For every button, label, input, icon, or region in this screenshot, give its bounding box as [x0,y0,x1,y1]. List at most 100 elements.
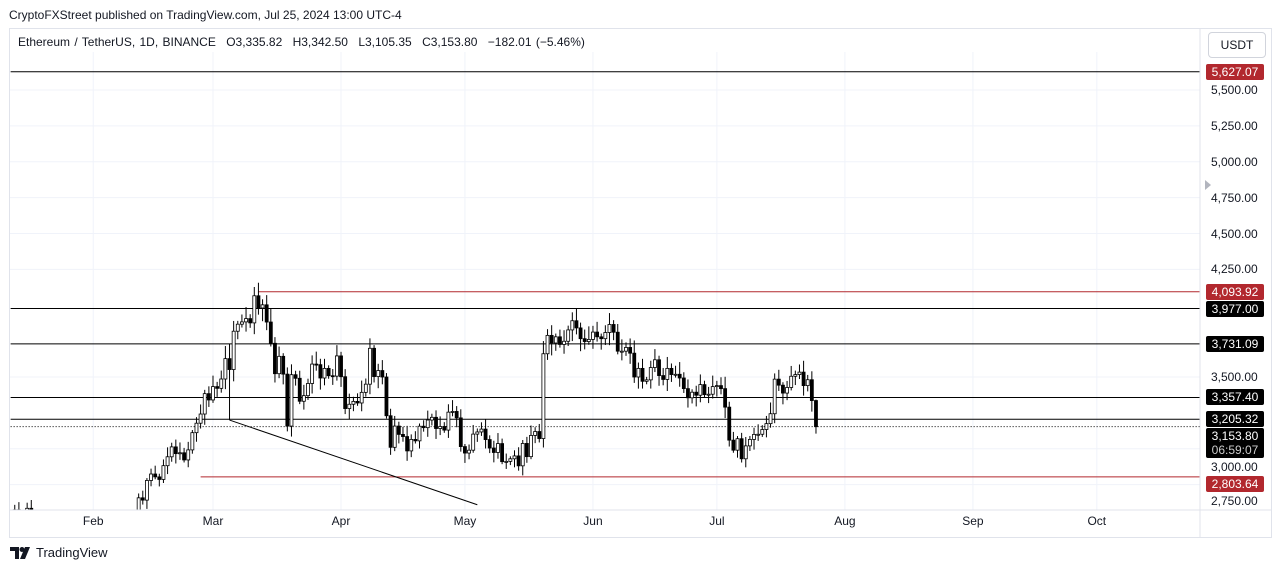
candle-body [339,355,343,378]
candle-body [133,519,136,520]
candle-body [632,352,637,378]
candle-body [739,438,744,460]
candle-body [698,384,703,396]
candle-body [161,465,166,480]
candle-body [562,340,566,345]
time-tick-label: Mar [202,514,224,528]
bar-countdown: 06:59:07 [1211,443,1259,458]
candle-body [479,428,484,433]
candle-body [211,386,215,401]
candle-body [330,375,335,378]
candle-body [615,331,620,352]
candle-body [240,321,244,325]
currency-button[interactable]: USDT [1208,32,1266,58]
candle-body [537,431,542,439]
candle-body [624,347,628,352]
candle-body [351,400,356,405]
candle-body [582,338,587,342]
candle-body [512,455,517,460]
candle-body [628,347,633,354]
candle-body [529,435,533,458]
time-tick-label: Jun [583,514,603,528]
candle-body [706,393,711,396]
candle-body [809,379,814,401]
time-tick-label: Aug [834,514,856,528]
candle-body [25,507,30,510]
candle-body [194,422,199,434]
candle-body [244,318,248,323]
candle-body [607,324,612,333]
symbol-name[interactable]: Ethereum / TetherUS, 1D, BINANCE [18,35,216,49]
price-tick-label: 5,000.00 [1211,154,1258,169]
ohlc-change: −182.01 (−5.46%) [487,35,585,49]
time-tick-label: Feb [82,514,104,528]
candle-body [458,417,463,447]
candle-body [223,358,228,380]
candle-body [112,539,115,549]
candle-body [735,438,740,451]
candle-body [681,377,686,390]
candle-body [640,367,645,382]
candle-body [121,531,124,532]
candle-body [384,376,389,417]
candle-body [463,446,467,454]
candle-body [516,455,521,467]
candle-body [731,439,736,451]
price-level-badge: 3,977.00 [1206,300,1264,317]
candle-body [38,522,41,525]
candle-body [467,449,471,454]
candle-body [16,509,21,510]
candle-body [117,531,120,538]
candle-body [785,387,789,394]
symbol-legend: Ethereum / TetherUS, 1D, BINANCE O3,335.… [18,35,591,49]
candle-body [471,433,476,451]
candle-body [46,525,49,527]
ohlc-close: C3,153.80 [422,35,478,49]
candle-body [686,388,690,399]
candle-body [665,367,670,380]
scroll-arrow-icon[interactable] [1205,180,1211,190]
candle-body [219,378,224,389]
candle-body [475,431,480,435]
time-tick-label: May [453,514,477,528]
candle-body [260,304,265,309]
candle-body [417,425,422,442]
candle-body [768,413,773,425]
candle-body [748,439,752,447]
candle-body [235,323,240,332]
candle-body [289,374,294,427]
candle-body [719,385,723,390]
candle-body [702,384,707,396]
candle-body [591,331,595,340]
candle-body [776,378,781,386]
candle-body [619,350,624,353]
price-level-badge: 3,153.80 06:59:07 [1206,428,1264,459]
candle-body [421,425,426,429]
candle-body [756,433,761,436]
candle-body [252,295,257,324]
candle-body [760,429,765,435]
candle-body [793,374,798,377]
candle-body [153,473,158,478]
chart-frame [9,28,1272,538]
candle-body [401,433,405,437]
candle-body [801,371,806,387]
tradingview-logo[interactable]: TradingView [10,545,108,560]
candle-body [723,388,728,408]
candle-body [690,391,694,399]
candle-body [108,549,111,550]
candle-body [231,330,236,370]
candle-body [227,358,232,370]
candle-body [178,452,182,455]
candle-body [570,320,575,331]
ohlc-low: L3,105.35 [358,35,412,49]
candle-body [140,497,145,501]
candle-body [545,334,550,355]
candle-body [603,332,608,340]
candle-body [727,406,732,441]
candle-body [657,359,661,376]
candle-body [574,320,579,329]
candle-body [334,355,339,377]
candle-body [392,425,397,448]
